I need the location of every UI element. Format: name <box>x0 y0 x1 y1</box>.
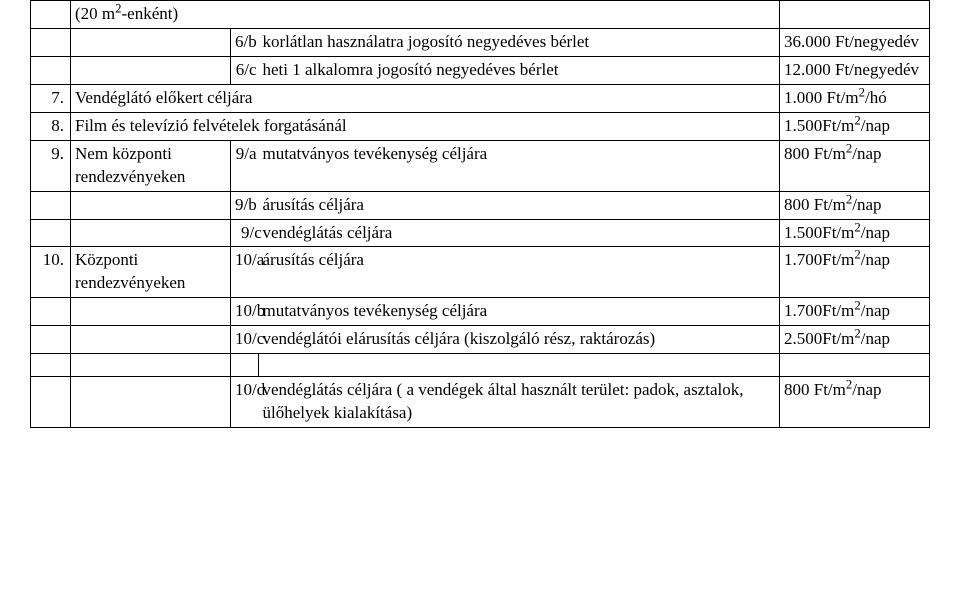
row-number <box>31 298 71 326</box>
empty-cell <box>231 354 259 377</box>
row-number <box>31 219 71 247</box>
category-cell: Vendéglátó előkert céljára <box>71 84 780 112</box>
category-cell: (20 m2-enként) <box>71 1 780 29</box>
category-cell <box>71 298 231 326</box>
table-row <box>31 354 930 377</box>
row-number <box>31 56 71 84</box>
table-row: 9.Nem központi rendezvényeken9/amutatván… <box>31 140 930 191</box>
table-row: 7.Vendéglátó előkert céljára1.000 Ft/m2/… <box>31 84 930 112</box>
table-row: 10.Központi rendezvényeken10/aárusítás c… <box>31 247 930 298</box>
price-cell: 1.500Ft/m2/nap <box>780 219 930 247</box>
table-row: 9/bárusítás céljára800 Ft/m2/nap <box>31 191 930 219</box>
row-number: 8. <box>31 112 71 140</box>
sub-code: 10/d <box>231 377 259 428</box>
category-cell <box>71 219 231 247</box>
price-cell <box>780 1 930 29</box>
category-cell <box>71 326 231 354</box>
description-cell: mutatványos tevékenység céljára <box>259 140 780 191</box>
table-row: 10/dvendéglátás céljára ( a vendégek ált… <box>31 377 930 428</box>
empty-cell <box>71 354 231 377</box>
table-row: 10/cvendéglátói elárusítás céljára (kisz… <box>31 326 930 354</box>
description-cell: vendéglátói elárusítás céljára (kiszolgá… <box>259 326 780 354</box>
category-cell <box>71 191 231 219</box>
empty-cell <box>259 354 780 377</box>
price-cell: 1.700Ft/m2/nap <box>780 298 930 326</box>
table-row: 10/bmutatványos tevékenység céljára1.700… <box>31 298 930 326</box>
row-number: 9. <box>31 140 71 191</box>
sub-code: 6/b <box>231 28 259 56</box>
empty-cell <box>31 354 71 377</box>
description-cell: vendéglátás céljára ( a vendégek által h… <box>259 377 780 428</box>
description-cell: mutatványos tevékenység céljára <box>259 298 780 326</box>
category-cell: Nem központi rendezvényeken <box>71 140 231 191</box>
category-cell: Film és televízió felvételek forgatásáná… <box>71 112 780 140</box>
sub-code: 9/c <box>231 219 259 247</box>
page: (20 m2-enként)6/bkorlátlan használatra j… <box>0 0 960 596</box>
table-row: 6/cheti 1 alkalomra jogosító negyedéves … <box>31 56 930 84</box>
price-cell: 1.000 Ft/m2/hó <box>780 84 930 112</box>
table-row: 9/cvendéglátás céljára1.500Ft/m2/nap <box>31 219 930 247</box>
category-cell <box>71 377 231 428</box>
table-row: 6/bkorlátlan használatra jogosító negyed… <box>31 28 930 56</box>
category-cell <box>71 28 231 56</box>
category-cell: Központi rendezvényeken <box>71 247 231 298</box>
category-cell <box>71 56 231 84</box>
description-cell: heti 1 alkalomra jogosító negyedéves bér… <box>259 56 780 84</box>
sub-code: 6/c <box>231 56 259 84</box>
price-cell: 1.700Ft/m2/nap <box>780 247 930 298</box>
price-cell: 800 Ft/m2/nap <box>780 191 930 219</box>
fee-table-body: (20 m2-enként)6/bkorlátlan használatra j… <box>31 1 930 428</box>
price-cell: 36.000 Ft/negyedév <box>780 28 930 56</box>
price-cell: 1.500Ft/m2/nap <box>780 112 930 140</box>
row-number: 10. <box>31 247 71 298</box>
sub-code: 10/b <box>231 298 259 326</box>
empty-cell <box>780 354 930 377</box>
row-number: 7. <box>31 84 71 112</box>
description-cell: vendéglátás céljára <box>259 219 780 247</box>
fee-table: (20 m2-enként)6/bkorlátlan használatra j… <box>30 0 930 428</box>
sub-code: 9/b <box>231 191 259 219</box>
row-number <box>31 326 71 354</box>
sub-code: 10/a <box>231 247 259 298</box>
description-cell: korlátlan használatra jogosító negyedéve… <box>259 28 780 56</box>
sub-code: 9/a <box>231 140 259 191</box>
table-row: 8.Film és televízió felvételek forgatásá… <box>31 112 930 140</box>
table-row: (20 m2-enként) <box>31 1 930 29</box>
price-cell: 12.000 Ft/negyedév <box>780 56 930 84</box>
price-cell: 2.500Ft/m2/nap <box>780 326 930 354</box>
description-cell: árusítás céljára <box>259 191 780 219</box>
row-number <box>31 1 71 29</box>
description-cell: árusítás céljára <box>259 247 780 298</box>
row-number <box>31 28 71 56</box>
sub-code: 10/c <box>231 326 259 354</box>
price-cell: 800 Ft/m2/nap <box>780 140 930 191</box>
price-cell: 800 Ft/m2/nap <box>780 377 930 428</box>
row-number <box>31 377 71 428</box>
row-number <box>31 191 71 219</box>
